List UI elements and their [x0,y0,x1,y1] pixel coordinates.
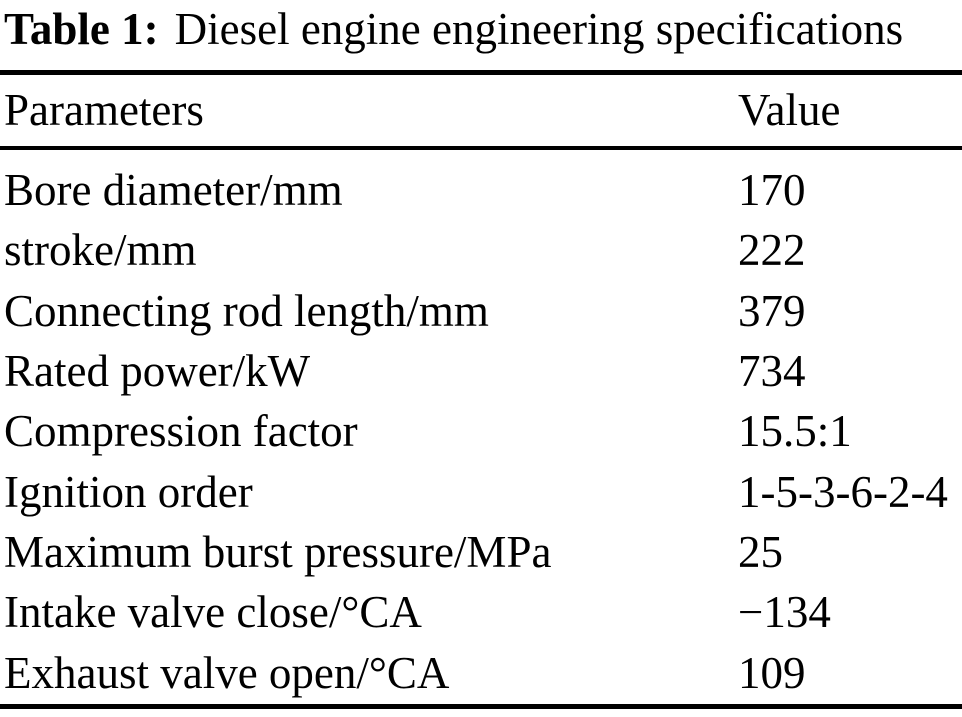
value-cell: 734 [738,345,806,396]
table-row: Compression factor 15.5:1 [0,402,962,462]
param-cell: Connecting rod length/mm [4,285,489,336]
param-cell: Ignition order [4,466,253,517]
value-cell: 25 [738,526,783,577]
param-cell: Maximum burst pressure/MPa [4,526,552,577]
table-header-row: Parameters Value [0,75,962,146]
param-cell: Compression factor [4,406,358,457]
value-cell: 222 [738,225,806,276]
param-cell: Bore diameter/mm [4,165,343,216]
value-cell: 379 [738,285,806,336]
value-cell: 1-5-3-6-2-4 [738,466,948,517]
value-cell: −134 [738,587,831,638]
table-row: Rated power/kW 734 [0,342,962,402]
table-row: Connecting rod length/mm 379 [0,282,962,342]
bottom-rule [0,704,962,709]
table-row: Ignition order 1-5-3-6-2-4 [0,462,962,522]
table-row: stroke/mm 222 [0,221,962,281]
value-cell: 109 [738,647,806,698]
column-header-value: Value [738,84,841,135]
table-row: Exhaust valve open/°CA 109 [0,643,962,703]
param-cell: Exhaust valve open/°CA [4,647,450,698]
param-cell: Intake valve close/°CA [4,587,422,638]
table-caption: Table 1: Diesel engine engineering specif… [4,2,962,56]
header-separator-rule [0,146,962,150]
table-row: Bore diameter/mm 170 [0,161,962,221]
value-cell: 15.5:1 [738,406,852,457]
table-row: Intake valve close/°CA −134 [0,583,962,643]
table-body: Bore diameter/mm 170 stroke/mm 222 Conne… [0,161,962,704]
table-caption-label: Table 1: [4,4,159,54]
column-header-parameters: Parameters [4,84,204,135]
value-cell: 170 [738,165,806,216]
param-cell: Rated power/kW [4,345,311,396]
table-row: Maximum burst pressure/MPa 25 [0,523,962,583]
table-caption-text: Diesel engine engineering specifications [174,4,904,54]
top-rule [0,70,962,75]
param-cell: stroke/mm [4,225,197,276]
